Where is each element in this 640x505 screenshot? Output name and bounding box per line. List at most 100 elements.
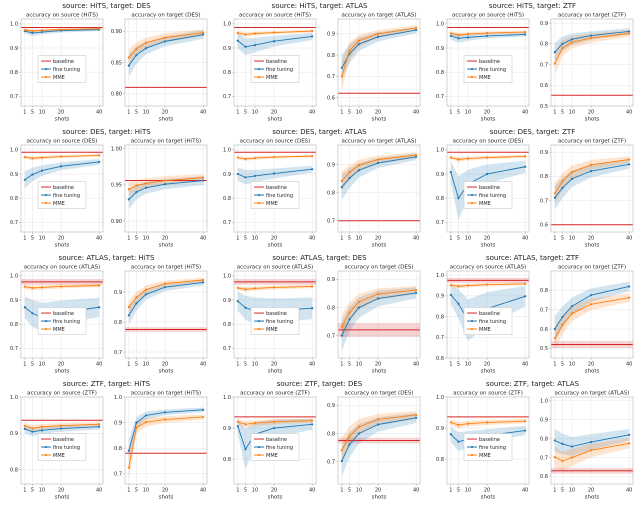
xtick-label: 1 <box>127 488 130 494</box>
legend: baseline fine tuning MME <box>37 181 86 209</box>
fine-tuning-marker <box>23 306 26 309</box>
subplot-title: accuracy on source (DES) <box>239 139 310 145</box>
mme-marker <box>40 156 43 159</box>
xtick-label: 10 <box>142 236 148 242</box>
mme-marker <box>243 423 247 426</box>
fine-tuning-marker <box>627 285 630 288</box>
legend-marker <box>44 193 47 197</box>
mme-marker <box>236 31 239 35</box>
subplot-target: 0.7 0.8 0.9 1 5 10 20 40 shots accuracy on target… <box>114 265 207 375</box>
ytick-label: 0.5 <box>540 346 548 352</box>
fine-tuning-marker <box>340 66 343 69</box>
xtick-label: 10 <box>464 488 470 494</box>
subplot-source: 0.7 0.8 0.9 1.0 1 5 10 20 40 shots accuracy on sou… <box>10 13 103 123</box>
xtick-label: 1 <box>449 236 452 242</box>
mme-marker <box>347 311 351 314</box>
xtick-label: 1 <box>127 362 130 368</box>
mme-marker <box>253 156 256 160</box>
mme-marker <box>163 179 166 182</box>
ytick-label: 0.7 <box>327 459 335 465</box>
mme-band <box>554 30 629 75</box>
ytick-label: 1.0 <box>223 395 231 401</box>
axes-spine <box>446 144 529 233</box>
axes-spine <box>337 18 420 107</box>
panel-title: source: HiTS, target: ATLAS <box>271 2 368 10</box>
ytick-label: 1.0 <box>10 22 18 28</box>
fine-tuning-marker <box>570 305 573 308</box>
ytick-label: 0.6 <box>436 356 444 362</box>
legend-label: MME <box>53 201 65 207</box>
subplot-source: 0.7 0.8 0.9 1.0 1 5 10 20 40 shots accuracy on sou… <box>10 265 103 375</box>
legend-label: baseline <box>266 59 287 65</box>
ytick-label: 0.9 <box>327 32 335 38</box>
ytick-label: 0.8 <box>223 196 231 202</box>
mme-marker <box>23 29 26 32</box>
ytick-label: 0.90 <box>110 219 121 225</box>
fine-tuning-marker <box>357 42 360 46</box>
fine-tuning-band <box>554 281 629 342</box>
mme-marker <box>376 158 379 161</box>
fine-tuning-marker <box>201 33 204 36</box>
panel-plots: 0.6 0.7 0.8 0.9 1.0 1 5 10 20 40 shots accuracy on … <box>430 263 636 375</box>
xtick-label: 10 <box>251 362 257 368</box>
fine-tuning-marker <box>243 176 247 179</box>
fine-tuning-marker <box>201 408 204 411</box>
xtick-label: 40 <box>199 488 205 494</box>
x-axis-label: shots <box>584 243 599 249</box>
fine-tuning-marker <box>523 429 526 432</box>
mme-marker <box>449 156 452 159</box>
x-axis-label: shots <box>584 117 599 123</box>
mme-marker <box>144 182 147 185</box>
xtick-label: 10 <box>355 488 361 494</box>
xtick-label: 40 <box>308 236 314 242</box>
xtick-label: 5 <box>134 110 137 116</box>
fine-tuning-marker <box>347 443 351 446</box>
ytick-label: 0.7 <box>114 472 122 478</box>
ytick-label: 1.0 <box>540 399 548 405</box>
legend-label: MME <box>266 75 278 81</box>
ytick-label: 0.9 <box>223 426 231 432</box>
ytick-label: 0.9 <box>10 431 18 437</box>
xtick-label: 20 <box>270 110 276 116</box>
fine-tuning-band <box>24 159 99 189</box>
xtick-label: 1 <box>553 236 556 242</box>
ytick-label: 1.0 <box>436 273 444 279</box>
mme-marker <box>253 422 256 425</box>
fine-tuning-marker <box>589 34 592 37</box>
legend-label: fine tuning <box>479 67 506 73</box>
fine-tuning-marker <box>414 28 417 32</box>
xtick-label: 20 <box>57 236 63 242</box>
mme-marker <box>340 75 343 78</box>
ytick-label: 0.9 <box>114 420 122 426</box>
mme-marker <box>97 154 100 157</box>
mme-marker <box>201 176 204 179</box>
x-axis-label: shots <box>480 117 495 123</box>
x-axis-label: shots <box>584 495 599 501</box>
axes-spine <box>233 396 316 485</box>
mme-marker <box>589 163 592 166</box>
xtick-label: 20 <box>270 236 276 242</box>
xtick-label: 10 <box>568 110 574 116</box>
mme-marker <box>627 32 630 35</box>
mme-band <box>341 411 416 463</box>
mme-band <box>128 277 203 315</box>
mme-marker <box>485 283 488 286</box>
ytick-label: 0.7 <box>540 62 548 68</box>
fine-tuning-marker <box>236 300 239 303</box>
ytick-label: 0.80 <box>110 91 121 97</box>
fine-tuning-marker <box>40 169 43 172</box>
legend-marker <box>44 75 47 79</box>
xtick-label: 1 <box>236 110 239 116</box>
fine-tuning-marker <box>340 185 343 189</box>
ytick-label: 1.0 <box>436 148 444 154</box>
xtick-label: 40 <box>412 110 418 116</box>
fine-tuning-marker <box>310 307 313 310</box>
mme-band <box>24 283 99 291</box>
mme-marker <box>144 41 147 44</box>
panel-plots: 0.7 0.8 0.9 1.0 1 5 10 20 40 shots accuracy on sou… <box>217 263 423 375</box>
panel-plots: 0.7 0.8 0.9 1.0 1 5 10 20 40 shots accuracy on sou… <box>4 137 210 249</box>
fine-tuning-marker <box>414 155 417 158</box>
xtick-label: 40 <box>521 110 527 116</box>
plot-area <box>124 271 207 358</box>
mme-marker <box>523 282 526 285</box>
